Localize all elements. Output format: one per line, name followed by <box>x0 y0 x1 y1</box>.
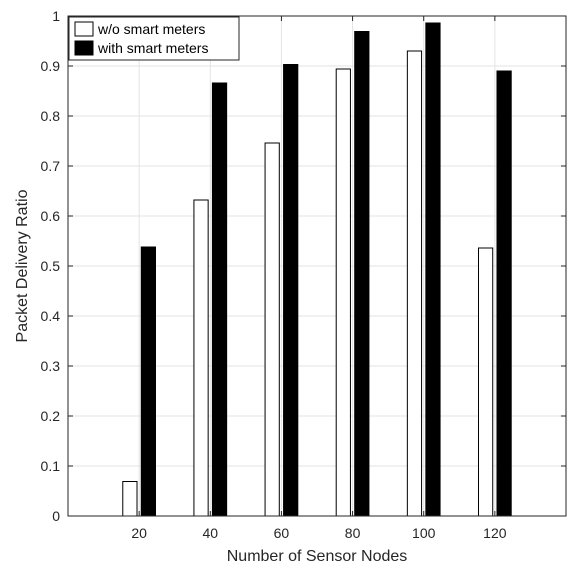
x-tick-label: 20 <box>131 525 147 541</box>
y-tick-label: 0.4 <box>41 308 61 324</box>
legend-box <box>68 16 240 61</box>
bars <box>122 22 512 517</box>
y-tick-label: 1 <box>52 8 60 24</box>
y-tick-label: 0.5 <box>41 258 61 274</box>
y-axis-label: Packet Delivery Ratio <box>14 189 31 342</box>
bar-with-smart-meters-100 <box>425 22 441 517</box>
y-tick-label: 0.8 <box>41 108 61 124</box>
bar-without-smart-meters-80 <box>335 68 351 517</box>
y-tick-label: 0.6 <box>41 208 61 224</box>
x-axis-label: Number of Sensor Nodes <box>227 548 408 565</box>
y-tick-label: 0.2 <box>41 408 61 424</box>
legend: w/o smart meters with smart meters <box>68 16 240 61</box>
x-tick-label: 80 <box>345 525 361 541</box>
bar-without-smart-meters-60 <box>264 142 280 517</box>
x-tick-label: 100 <box>412 525 436 541</box>
legend-swatch-without-smart-meters <box>74 21 94 37</box>
bar-without-smart-meters-120 <box>477 247 494 517</box>
y-tick-label: 0 <box>52 508 60 524</box>
y-tick-label: 0.3 <box>41 358 61 374</box>
legend-label-without-smart-meters: w/o smart meters <box>97 21 205 37</box>
bar-with-smart-meters-40 <box>211 82 228 517</box>
x-tick-label: 40 <box>202 525 218 541</box>
legend-swatch-with-smart-meters <box>74 40 94 56</box>
x-tick-label: 120 <box>483 525 507 541</box>
y-tick-label: 0.7 <box>41 158 61 174</box>
bar-with-smart-meters-20 <box>140 246 157 517</box>
bar-with-smart-meters-60 <box>283 64 299 517</box>
bar-without-smart-meters-100 <box>406 50 423 517</box>
x-tick-label: 60 <box>274 525 290 541</box>
bar-with-smart-meters-80 <box>354 31 370 517</box>
y-tick-label: 0.9 <box>41 58 61 74</box>
legend-label-with-smart-meters: with smart meters <box>97 40 208 56</box>
bar-with-smart-meters-120 <box>496 70 512 517</box>
y-tick-label: 0.1 <box>41 458 61 474</box>
bar-without-smart-meters-20 <box>122 481 138 517</box>
bar-without-smart-meters-40 <box>193 199 209 517</box>
